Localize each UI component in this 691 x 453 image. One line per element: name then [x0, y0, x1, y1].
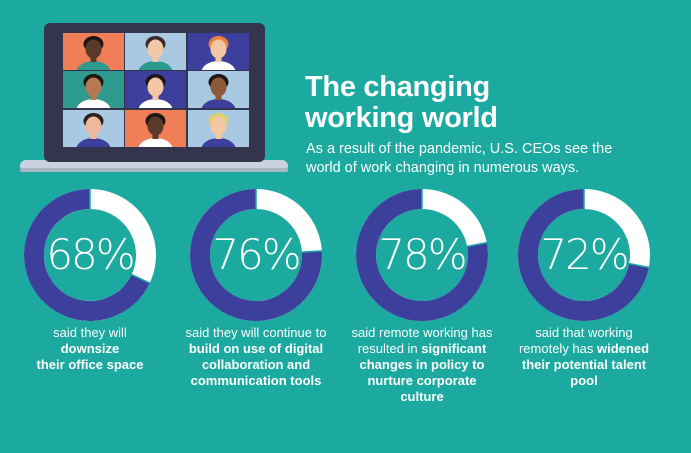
page-title: The changing working world [305, 72, 665, 134]
video-tile [125, 110, 186, 147]
participant-face [210, 116, 227, 136]
participant-face [85, 77, 102, 97]
stat-highlight-text: downsize [60, 341, 120, 356]
donut-segment-divider [301, 250, 322, 253]
stat-text: said they will continue to [185, 325, 327, 340]
laptop-video-call-illustration [20, 23, 288, 172]
video-tile [63, 33, 124, 70]
participant-shirt [76, 61, 111, 70]
laptop-base-shadow [20, 168, 288, 172]
participant-avatar [76, 74, 111, 108]
participant-face [85, 116, 102, 136]
stat-digital-collaboration: 76% said they will continue to build on … [181, 189, 331, 450]
participant-shirt [138, 61, 173, 70]
stat-highlight-text: significant changes in policy to nurture… [359, 341, 487, 404]
video-tile [188, 110, 249, 147]
participant-avatar [138, 36, 173, 70]
donut-chart [24, 189, 156, 321]
page-title-line-2: working world [305, 102, 498, 134]
stat-description: said they will downsize their office space [15, 325, 165, 373]
stat-talent-pool: 72% said that working remotely has widen… [509, 189, 659, 450]
stat-text: said that working remotely has [518, 325, 633, 356]
donut-value-arc [24, 189, 150, 321]
stat-text: said remote working has resulted in [351, 325, 493, 356]
stat-percentage: 78% [378, 230, 467, 279]
participant-avatar [138, 113, 173, 147]
participant-shirt [138, 138, 173, 147]
participant-avatar [201, 36, 236, 70]
video-tile [188, 71, 249, 108]
participant-face [85, 39, 102, 59]
stat-percentage: 68% [46, 230, 135, 279]
participant-shirt [76, 138, 111, 147]
stat-highlight-text: widened their potential talent pool [521, 341, 650, 388]
stat-description: said remote working has resulted in sign… [347, 325, 497, 405]
participant-avatar [201, 74, 236, 108]
participant-shirt [201, 138, 236, 147]
participant-avatar [201, 113, 236, 147]
participant-avatar [76, 113, 111, 147]
donut-chart [190, 189, 322, 321]
donut-value-arc [356, 189, 488, 321]
stat-highlight-text: build on use of digital collaboration an… [188, 341, 324, 388]
participant-face [147, 39, 164, 59]
stat-highlight-text: their office space [36, 357, 144, 372]
page-subtitle: As a result of the pandemic, U.S. CEOs s… [306, 141, 613, 176]
donut-segment-divider [629, 262, 649, 269]
donut-value-arc [518, 189, 649, 321]
stat-percentage: 76% [212, 230, 301, 279]
stat-percentage: 72% [540, 230, 629, 279]
participant-shirt [201, 99, 236, 108]
stat-corporate-culture: 78% said remote working has resulted in … [347, 189, 497, 450]
video-tile [125, 71, 186, 108]
donut-segment-divider [131, 273, 151, 284]
video-tile [63, 71, 124, 108]
donut-segment-divider [467, 241, 487, 248]
video-tile [125, 33, 186, 70]
participant-shirt [138, 99, 173, 108]
donut-value-arc [190, 189, 322, 321]
video-tile [63, 110, 124, 147]
donut-chart [518, 189, 650, 321]
participant-face [147, 116, 164, 136]
stat-description: said they will continue to build on use … [181, 325, 331, 389]
participant-face [147, 77, 164, 97]
donut-chart [356, 189, 488, 321]
stat-downsize-office: 68% said they will downsize their office s… [15, 189, 165, 450]
stat-description: said that working remotely has widened t… [509, 325, 659, 389]
participant-face [210, 39, 227, 59]
participant-avatar [76, 36, 111, 70]
page-title-line-1: The changing [305, 71, 490, 103]
participant-face [210, 77, 227, 97]
participant-avatar [138, 74, 173, 108]
stat-text: said they will [53, 325, 127, 340]
video-tile [188, 33, 249, 70]
participant-shirt [201, 61, 236, 70]
participant-shirt [76, 99, 111, 108]
